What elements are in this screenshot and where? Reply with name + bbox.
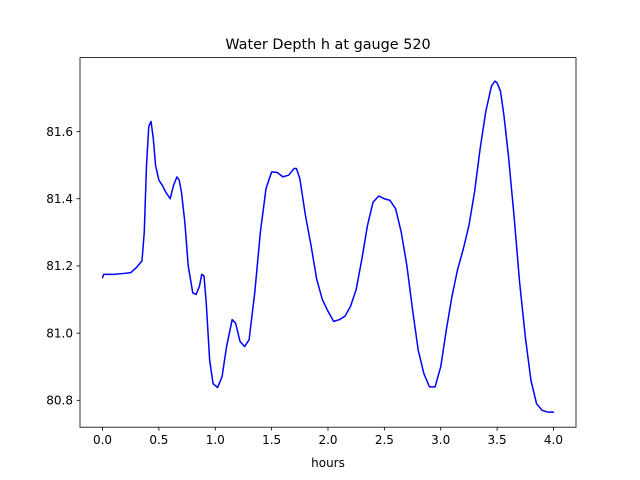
depth-series-line [101,80,555,413]
x-tick-label: 0.0 [93,433,112,447]
x-axis-label: hours [311,456,345,470]
x-tick-label: 3.5 [488,433,507,447]
x-tick-label: 4.0 [544,433,563,447]
y-tick-label: 81.4 [46,192,73,206]
x-tick-label: 3.0 [431,433,450,447]
x-tick-label: 2.5 [375,433,394,447]
y-tick-label: 81.2 [46,259,73,273]
y-tick-label: 81.0 [46,326,73,340]
chart-title: Water Depth h at gauge 520 [225,37,430,53]
y-axis: 80.8 81.0 81.2 81.4 81.6 [46,125,80,408]
x-tick-label: 1.5 [262,433,281,447]
x-axis: 0.0 0.5 1.0 1.5 2.0 2.5 3.0 3.5 4.0 [93,427,563,447]
y-tick-label: 81.6 [46,125,73,139]
x-tick-label: 0.5 [149,433,168,447]
x-tick-label: 2.0 [318,433,337,447]
y-tick-label: 80.8 [46,394,73,408]
x-tick-label: 1.0 [206,433,225,447]
